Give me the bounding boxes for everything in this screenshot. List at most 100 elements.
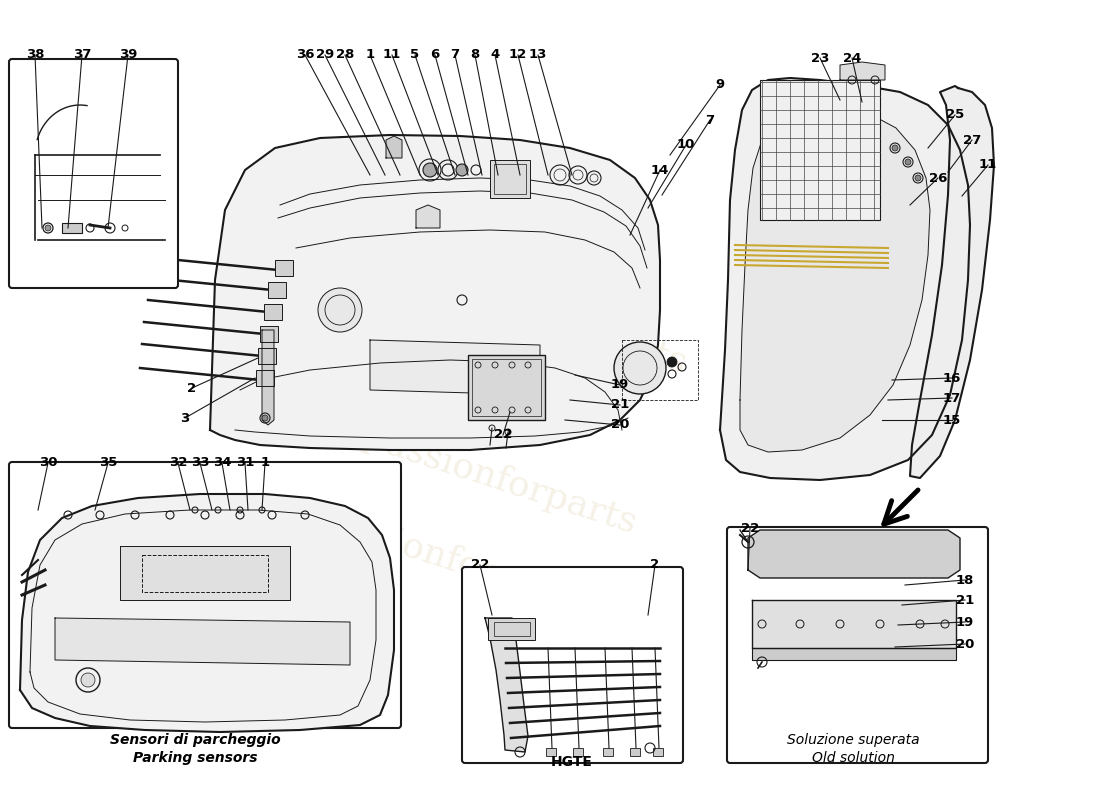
Circle shape [614, 342, 666, 394]
Text: 11: 11 [383, 49, 402, 62]
Polygon shape [485, 618, 528, 752]
Bar [621, 340, 698, 400]
Text: 34: 34 [212, 457, 231, 470]
Text: Old solution: Old solution [812, 751, 894, 765]
Bar [264, 304, 282, 320]
Polygon shape [55, 618, 350, 665]
Bar [258, 348, 276, 364]
Text: 26: 26 [928, 171, 947, 185]
Text: 23: 23 [811, 51, 829, 65]
Polygon shape [720, 78, 970, 480]
Bar [494, 622, 530, 636]
Polygon shape [20, 494, 394, 732]
Text: 14: 14 [651, 163, 669, 177]
Text: 20: 20 [610, 418, 629, 431]
Text: 28: 28 [336, 49, 354, 62]
Circle shape [915, 175, 921, 181]
Polygon shape [748, 530, 960, 578]
Text: 22: 22 [471, 558, 490, 571]
Bar [490, 160, 530, 198]
Bar [546, 748, 556, 756]
Circle shape [667, 357, 676, 367]
Bar [256, 370, 274, 386]
Text: 37: 37 [73, 49, 91, 62]
Bar [472, 359, 541, 416]
Text: 1: 1 [365, 49, 375, 62]
Circle shape [81, 673, 95, 687]
Text: 22: 22 [741, 522, 759, 534]
Text: HGTE: HGTE [551, 755, 593, 769]
Polygon shape [416, 205, 440, 228]
Text: 12: 12 [509, 49, 527, 62]
Polygon shape [740, 108, 930, 452]
Polygon shape [386, 136, 402, 158]
FancyBboxPatch shape [9, 59, 178, 288]
Text: 5: 5 [410, 49, 419, 62]
Text: 35: 35 [99, 457, 118, 470]
Text: 13: 13 [529, 49, 547, 62]
Polygon shape [210, 135, 660, 450]
Text: 10: 10 [676, 138, 695, 151]
Text: 25: 25 [946, 109, 964, 122]
FancyBboxPatch shape [462, 567, 683, 763]
Bar [630, 748, 640, 756]
Circle shape [456, 164, 468, 176]
Text: 11: 11 [979, 158, 997, 171]
Bar [468, 355, 544, 420]
Bar [268, 282, 286, 298]
Text: Soluzione superata: Soluzione superata [786, 733, 920, 747]
Text: 20: 20 [956, 638, 975, 650]
Text: 1: 1 [261, 457, 270, 470]
Bar [760, 80, 880, 220]
Text: 30: 30 [39, 457, 57, 470]
Bar [62, 223, 82, 233]
Text: 21: 21 [610, 398, 629, 411]
FancyBboxPatch shape [727, 527, 988, 763]
Text: 18: 18 [956, 574, 975, 586]
Text: 16: 16 [943, 371, 961, 385]
Text: 6: 6 [430, 49, 440, 62]
Text: passionforparts: passionforparts [309, 500, 591, 620]
Text: 2: 2 [187, 382, 197, 394]
Text: 3: 3 [180, 411, 189, 425]
Circle shape [892, 145, 898, 151]
Bar [603, 748, 613, 756]
Bar [488, 618, 535, 640]
Text: 33: 33 [190, 457, 209, 470]
Text: 7: 7 [705, 114, 715, 126]
Text: 24: 24 [843, 51, 861, 65]
Polygon shape [910, 86, 994, 478]
Text: passionforparts: passionforparts [359, 420, 641, 540]
Text: 27: 27 [962, 134, 981, 146]
Polygon shape [752, 600, 956, 648]
Text: 31: 31 [235, 457, 254, 470]
Circle shape [905, 159, 911, 165]
FancyBboxPatch shape [9, 462, 402, 728]
Circle shape [424, 163, 437, 177]
Text: 38: 38 [25, 49, 44, 62]
Text: 36: 36 [296, 49, 315, 62]
Text: 4: 4 [491, 49, 499, 62]
Bar [142, 555, 268, 592]
Text: 21: 21 [956, 594, 975, 606]
Bar [653, 748, 663, 756]
Bar [260, 326, 278, 342]
Text: 15: 15 [943, 414, 961, 426]
Polygon shape [370, 340, 540, 395]
Text: Sensori di parcheggio: Sensori di parcheggio [110, 733, 280, 747]
Polygon shape [262, 330, 274, 425]
Circle shape [45, 225, 51, 231]
Text: 9: 9 [715, 78, 725, 91]
Bar [275, 260, 293, 276]
Text: 8: 8 [471, 49, 480, 62]
Text: Parking sensors: Parking sensors [133, 751, 257, 765]
Polygon shape [120, 546, 290, 600]
Circle shape [318, 288, 362, 332]
Text: 22: 22 [494, 429, 513, 442]
Text: 32: 32 [168, 457, 187, 470]
Polygon shape [752, 648, 956, 660]
Text: 19: 19 [956, 615, 975, 629]
Text: 19: 19 [610, 378, 629, 391]
Bar [494, 164, 526, 194]
Text: passionforparts: passionforparts [409, 260, 691, 380]
